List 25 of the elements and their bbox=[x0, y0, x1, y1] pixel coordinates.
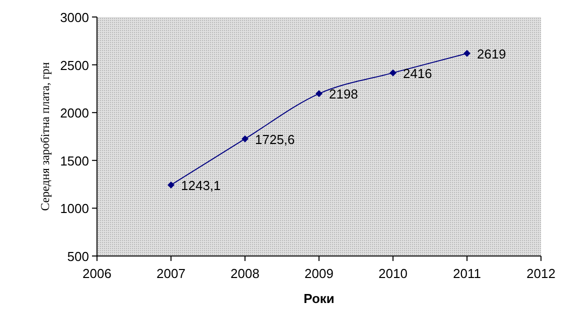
x-tick-label: 2008 bbox=[230, 266, 260, 281]
x-tick-label: 2007 bbox=[156, 266, 186, 281]
x-tick-label: 2006 bbox=[82, 266, 112, 281]
point bbox=[390, 69, 396, 76]
y-tick-label: 500 bbox=[67, 249, 89, 264]
point bbox=[316, 90, 322, 98]
data-label: 2416 bbox=[403, 66, 432, 81]
y-tick-label: 2500 bbox=[60, 58, 89, 73]
y-axis-title: Середня заробітна плата, грн bbox=[38, 62, 52, 211]
y-tick-label: 1000 bbox=[60, 201, 89, 216]
x-tick-label: 2012 bbox=[526, 266, 556, 281]
point bbox=[168, 181, 174, 188]
data-label: 2198 bbox=[329, 86, 358, 102]
y-tick-label: 2000 bbox=[60, 106, 89, 121]
data-label: 1725,6 bbox=[255, 132, 295, 147]
x-tick-label: 2009 bbox=[304, 266, 334, 281]
x-axis-title: Роки bbox=[304, 291, 334, 306]
point bbox=[464, 50, 470, 57]
y-tick-label: 1500 bbox=[60, 153, 89, 168]
point bbox=[242, 135, 248, 142]
x-tick-label: 2010 bbox=[378, 266, 408, 281]
y-tick-label: 3000 bbox=[60, 10, 89, 25]
data-label: 2619 bbox=[477, 46, 506, 62]
x-tick-label: 2011 bbox=[453, 266, 481, 281]
data-label: 1243,1 bbox=[181, 178, 221, 193]
